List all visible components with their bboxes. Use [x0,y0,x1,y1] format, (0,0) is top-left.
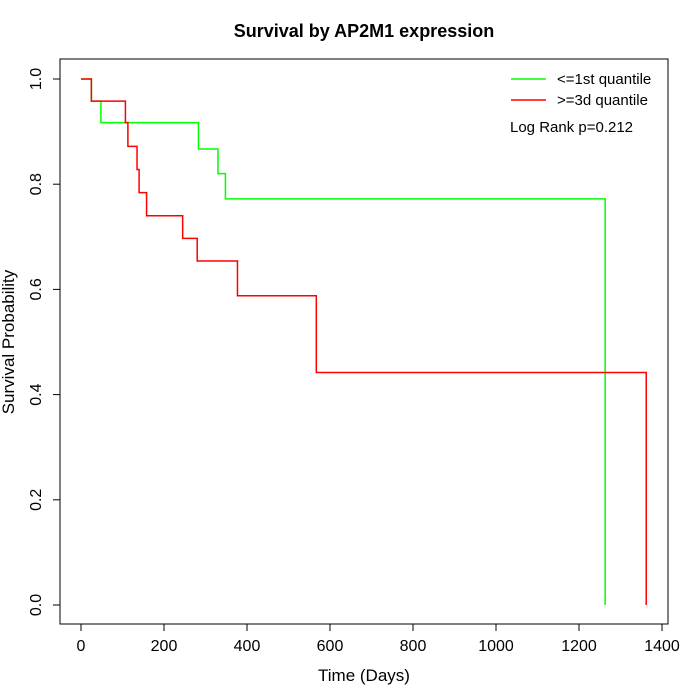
x-axis: 0 200 400 600 800 1000 1200 1400 [77,623,680,655]
x-tick-label: 1400 [644,638,680,655]
legend-label-1: >=3d quantile [557,92,648,109]
x-tick-label: 0 [77,638,86,655]
y-tick-label: 0.6 [28,278,45,300]
x-tick-label: 600 [317,638,344,655]
y-tick-label: 1.0 [28,68,45,90]
series-layer [81,78,647,605]
x-tick-label: 800 [400,638,427,655]
x-tick-label: 1000 [478,638,514,655]
y-tick-label: 0.2 [28,489,45,511]
chart-title: Survival by AP2M1 expression [234,21,494,41]
legend: <=1st quantile >=3d quantile [511,71,651,109]
log-rank-annotation: Log Rank p=0.212 [510,119,633,136]
series-line-1 [81,78,647,605]
x-tick-label: 400 [234,638,261,655]
x-tick-label: 1200 [561,638,597,655]
y-axis: 0.0 0.2 0.4 0.6 0.8 1.0 [28,68,61,616]
x-tick-label: 200 [151,638,178,655]
legend-label-0: <=1st quantile [557,71,651,88]
y-tick-label: 0.4 [28,383,45,405]
y-axis-label: Survival Probability [0,269,18,414]
y-tick-label: 0.0 [28,594,45,616]
y-tick-label: 0.8 [28,173,45,195]
x-axis-label: Time (Days) [318,666,410,685]
